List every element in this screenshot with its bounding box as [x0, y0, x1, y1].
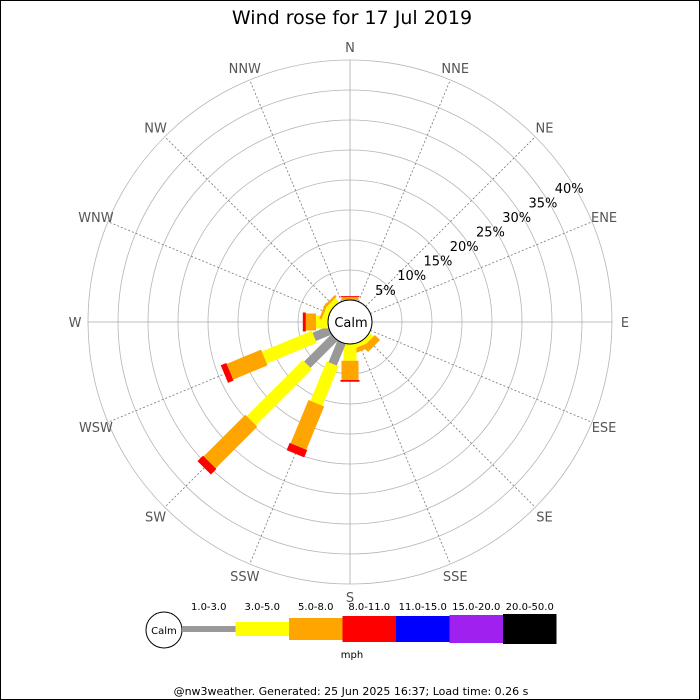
polar-grid	[87, 59, 613, 585]
calm-label: Calm	[334, 316, 367, 331]
bar-sw-bin-2	[246, 360, 312, 426]
direction-label-wnw: WNW	[78, 211, 114, 226]
legend-unit-label: mph	[341, 650, 363, 661]
legend-calm-label: Calm	[151, 626, 177, 637]
ring-label-1: 5%	[375, 284, 396, 299]
legend-label-6: 15.0-20.0	[452, 602, 500, 613]
legend-label-2: 3.0-5.0	[245, 602, 280, 613]
spoke-nne	[358, 79, 451, 302]
ring-label-4: 20%	[450, 240, 479, 255]
bar-wsw-bin-1	[312, 326, 332, 342]
wind-bars	[197, 294, 381, 475]
legend-swatch-1	[182, 626, 236, 632]
spoke-ese	[370, 330, 593, 423]
ring-label-7: 35%	[528, 197, 557, 212]
bar-nw-bin-2	[326, 298, 340, 312]
legend-swatch-6	[449, 615, 503, 643]
ring-labels: 5%10%15%20%25%30%35%40%	[375, 182, 583, 299]
legend-label-5: 11.0-15.0	[399, 602, 447, 613]
ring-label-5: 25%	[476, 226, 505, 241]
spoke-ene	[370, 221, 593, 314]
direction-label-sse: SSE	[443, 570, 468, 585]
bar-nw-bin-3	[322, 294, 337, 309]
bar-sw-bin-3	[203, 414, 258, 469]
bar-ssw-bin-4	[286, 442, 308, 458]
direction-label-n: N	[345, 41, 355, 56]
direction-label-s: S	[346, 591, 354, 606]
bar-sw-bin-1	[304, 334, 338, 368]
direction-label-ene: ENE	[591, 211, 617, 226]
spoke-se	[365, 337, 536, 508]
bar-ssw-bin-2	[310, 361, 339, 406]
spoke-nnw	[249, 79, 342, 302]
bar-sse-bin-2	[352, 339, 367, 349]
legend-swatch-4	[342, 616, 396, 642]
direction-label-nne: NNE	[441, 62, 469, 77]
footer-text: @nw3weather. Generated: 25 Jun 2025 16:3…	[174, 685, 529, 698]
legend-swatch-3	[289, 618, 343, 640]
direction-label-ne: NE	[535, 122, 553, 137]
spoke-sse	[358, 342, 451, 565]
direction-label-ese: ESE	[592, 421, 617, 436]
bar-ssw-bin-3	[290, 400, 325, 450]
bar-se-bin-2	[360, 332, 374, 346]
legend-label-3: 5.0-8.0	[298, 602, 333, 613]
bar-sw-bin-4	[197, 455, 217, 475]
calm-circle	[327, 299, 373, 345]
bar-wsw-bin-3	[226, 349, 268, 380]
bar-se-bin-3	[362, 334, 381, 353]
bar-wsw-bin-4	[220, 362, 234, 383]
spoke-ne	[365, 136, 536, 307]
direction-label-nw: NW	[144, 122, 167, 137]
direction-label-wsw: WSW	[79, 421, 113, 436]
bar-ssw-bin-1	[328, 340, 346, 366]
direction-label-sw: SW	[145, 510, 166, 525]
ring-label-6: 30%	[502, 211, 531, 226]
legend-label-1: 1.0-3.0	[191, 602, 226, 613]
ring-label-3: 15%	[424, 255, 453, 270]
ring-label-2: 10%	[397, 269, 426, 284]
direction-label-nnw: NNW	[229, 62, 261, 77]
spoke-nw	[164, 136, 335, 307]
bar-sse-bin-3	[352, 342, 370, 354]
legend-label-4: 8.0-11.0	[348, 602, 390, 613]
direction-labels: N NNE NE ENE E ESE SE SSE S SSW SW WSW W WNW NW NNW	[69, 41, 630, 606]
ring-label-8: 40%	[555, 182, 584, 197]
direction-label-se: SE	[536, 510, 552, 525]
legend-swatch-7	[503, 614, 557, 644]
bar-wnw-bin-3	[319, 302, 328, 320]
speed-legend: Calm mph 1.0-3.0 3.0-5.0 5.0-8.0 8.0-11.0 11…	[145, 602, 557, 661]
bar-wsw-bin-2	[261, 330, 317, 364]
direction-label-w: W	[69, 316, 82, 331]
bar-wnw-bin-2	[322, 305, 333, 320]
direction-label-e: E	[621, 316, 629, 331]
direction-label-ssw: SSW	[230, 570, 260, 585]
legend-swatch-5	[396, 616, 450, 642]
chart-title: Wind rose for 17 Jul 2019	[232, 7, 472, 29]
legend-swatch-2	[235, 622, 289, 636]
spoke-wnw	[107, 221, 330, 314]
legend-label-7: 20.0-50.0	[506, 602, 554, 613]
